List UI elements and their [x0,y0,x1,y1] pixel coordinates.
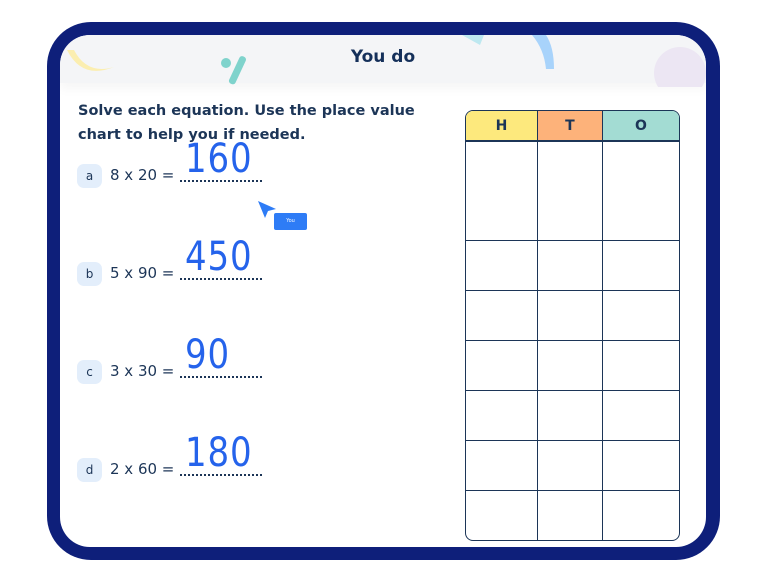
chart-cell[interactable] [466,490,537,540]
chart-cell[interactable] [601,290,679,340]
chart-row [466,490,679,540]
chart-cell[interactable] [466,440,537,490]
slide-title: You do [350,47,416,67]
answer-line[interactable] [180,278,262,280]
chart-cell[interactable] [466,340,537,390]
cursor-name-tag: You [274,213,307,230]
column-header-ones: O [601,111,679,141]
chart-cell[interactable] [536,240,602,290]
chart-cell[interactable] [536,191,602,240]
handwritten-answer: 160 [185,136,253,182]
chart-cell[interactable] [601,440,679,490]
chart-cell[interactable] [466,191,537,240]
chart-cell[interactable] [601,490,679,540]
chart-row [466,240,679,290]
chart-cell[interactable] [466,390,537,440]
chart-cell[interactable] [536,290,602,340]
chart-row [466,141,679,191]
instructions: Solve each equation. Use the place value… [78,103,415,143]
chart-cell[interactable] [536,440,602,490]
brush-decoration-icon [462,35,554,69]
handwritten-answer: 450 [185,234,253,280]
chart-row [466,440,679,490]
answer-line[interactable] [180,180,262,182]
answer-line[interactable] [180,376,262,378]
chart-cell[interactable] [601,191,679,240]
chart-cell[interactable] [536,340,602,390]
chart-cell[interactable] [536,490,602,540]
chart-row [466,390,679,440]
question-label: b [77,262,102,286]
question-label: d [77,458,102,482]
place-value-chart: H T O [465,110,680,541]
chart-row [466,290,679,340]
chart-cell[interactable] [466,141,537,191]
slide-card: You do Solve each equation. Use the plac… [60,35,706,547]
chart-cell[interactable] [536,390,602,440]
chart-cell[interactable] [466,290,537,340]
sphere-decoration-icon [654,47,706,87]
answer-line[interactable] [180,474,262,476]
handwritten-answer: 90 [185,332,230,378]
cursor-pointer-icon [258,201,276,218]
question-expression: 3 x 30 = [110,362,175,380]
slide-header: You do [60,35,706,87]
question-label: c [77,360,102,384]
chart-cell[interactable] [466,240,537,290]
handwritten-answer: 180 [185,430,253,476]
question-label: a [77,164,102,188]
chart-row [466,191,679,240]
chart-row [466,340,679,390]
crescent-decoration-icon [67,50,114,71]
chart-cell[interactable] [601,390,679,440]
chart-cell[interactable] [601,340,679,390]
percent-decoration-icon [221,56,246,85]
chart-cell[interactable] [536,141,602,191]
question-expression: 5 x 90 = [110,264,175,282]
question-expression: 2 x 60 = [110,460,175,478]
chart-cell[interactable] [601,141,679,191]
question-expression: 8 x 20 = [110,166,175,184]
chart-cell[interactable] [601,240,679,290]
column-header-tens: T [536,111,602,141]
column-header-hundreds: H [466,111,537,141]
